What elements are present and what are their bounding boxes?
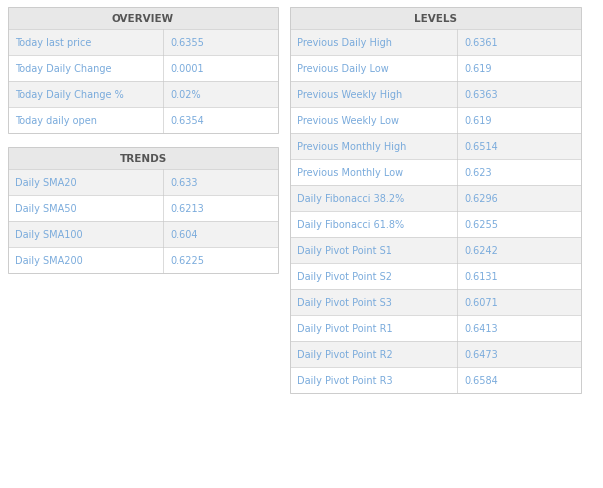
Text: 0.6413: 0.6413 — [464, 324, 498, 333]
Text: Daily SMA100: Daily SMA100 — [15, 229, 83, 240]
Bar — [8, 170, 278, 196]
Text: 0.623: 0.623 — [464, 168, 492, 178]
Text: 0.6473: 0.6473 — [464, 349, 498, 359]
Text: LEVELS: LEVELS — [414, 14, 457, 24]
Text: Daily SMA50: Daily SMA50 — [15, 203, 77, 214]
Bar — [290, 134, 581, 160]
Text: Daily Pivot Point S3: Daily Pivot Point S3 — [297, 297, 392, 307]
Text: 0.619: 0.619 — [464, 64, 492, 74]
Bar — [290, 212, 581, 238]
Text: Today Daily Change %: Today Daily Change % — [15, 90, 124, 100]
Bar — [290, 160, 581, 185]
Text: Daily Pivot Point S1: Daily Pivot Point S1 — [297, 245, 392, 256]
Bar — [8, 108, 278, 134]
Text: 0.6071: 0.6071 — [464, 297, 498, 307]
Bar — [290, 264, 581, 289]
Text: 0.6584: 0.6584 — [464, 375, 498, 385]
Bar — [290, 315, 581, 341]
Text: TRENDS: TRENDS — [119, 154, 166, 163]
Text: 0.604: 0.604 — [170, 229, 198, 240]
Bar — [290, 30, 581, 56]
Text: Today daily open: Today daily open — [15, 116, 97, 126]
Text: 0.6242: 0.6242 — [464, 245, 498, 256]
Text: Daily SMA20: Daily SMA20 — [15, 178, 77, 187]
Bar — [8, 196, 278, 222]
Text: Daily SMA200: Daily SMA200 — [15, 256, 83, 265]
Text: 0.619: 0.619 — [464, 116, 492, 126]
Text: 0.6363: 0.6363 — [464, 90, 498, 100]
Bar — [8, 8, 278, 134]
Bar — [8, 82, 278, 108]
Text: 0.6255: 0.6255 — [464, 220, 498, 229]
Text: 0.02%: 0.02% — [170, 90, 201, 100]
Text: 0.6225: 0.6225 — [170, 256, 204, 265]
Bar — [290, 108, 581, 134]
Text: 0.6296: 0.6296 — [464, 194, 498, 203]
Text: 0.6361: 0.6361 — [464, 38, 498, 48]
Text: Today last price: Today last price — [15, 38, 92, 48]
Text: 0.6354: 0.6354 — [170, 116, 204, 126]
Text: Previous Weekly Low: Previous Weekly Low — [297, 116, 399, 126]
Text: 0.0001: 0.0001 — [170, 64, 204, 74]
Bar — [8, 56, 278, 82]
Bar — [290, 56, 581, 82]
Bar — [290, 8, 581, 30]
Bar — [8, 8, 278, 30]
Text: Daily Pivot Point R1: Daily Pivot Point R1 — [297, 324, 393, 333]
Text: Previous Weekly High: Previous Weekly High — [297, 90, 402, 100]
Bar — [290, 341, 581, 367]
Text: 0.633: 0.633 — [170, 178, 198, 187]
Bar — [290, 367, 581, 393]
Text: 0.6213: 0.6213 — [170, 203, 204, 214]
Text: 0.6355: 0.6355 — [170, 38, 204, 48]
Text: Daily Pivot Point S2: Daily Pivot Point S2 — [297, 271, 392, 282]
Bar — [8, 148, 278, 273]
Text: Daily Pivot Point R3: Daily Pivot Point R3 — [297, 375, 393, 385]
Text: OVERVIEW: OVERVIEW — [112, 14, 174, 24]
Bar — [290, 82, 581, 108]
Bar — [8, 247, 278, 273]
Text: Daily Pivot Point R2: Daily Pivot Point R2 — [297, 349, 393, 359]
Bar — [8, 30, 278, 56]
Bar — [8, 222, 278, 247]
Text: Daily Fibonacci 38.2%: Daily Fibonacci 38.2% — [297, 194, 404, 203]
Text: Previous Monthly High: Previous Monthly High — [297, 142, 406, 152]
Text: Previous Monthly Low: Previous Monthly Low — [297, 168, 403, 178]
Bar — [8, 148, 278, 170]
Text: Previous Daily Low: Previous Daily Low — [297, 64, 389, 74]
Bar — [290, 289, 581, 315]
Text: 0.6131: 0.6131 — [464, 271, 498, 282]
Bar — [290, 185, 581, 212]
Text: Today Daily Change: Today Daily Change — [15, 64, 112, 74]
Bar — [290, 238, 581, 264]
Text: Previous Daily High: Previous Daily High — [297, 38, 392, 48]
Bar — [290, 8, 581, 393]
Text: 0.6514: 0.6514 — [464, 142, 498, 152]
Text: Daily Fibonacci 61.8%: Daily Fibonacci 61.8% — [297, 220, 404, 229]
